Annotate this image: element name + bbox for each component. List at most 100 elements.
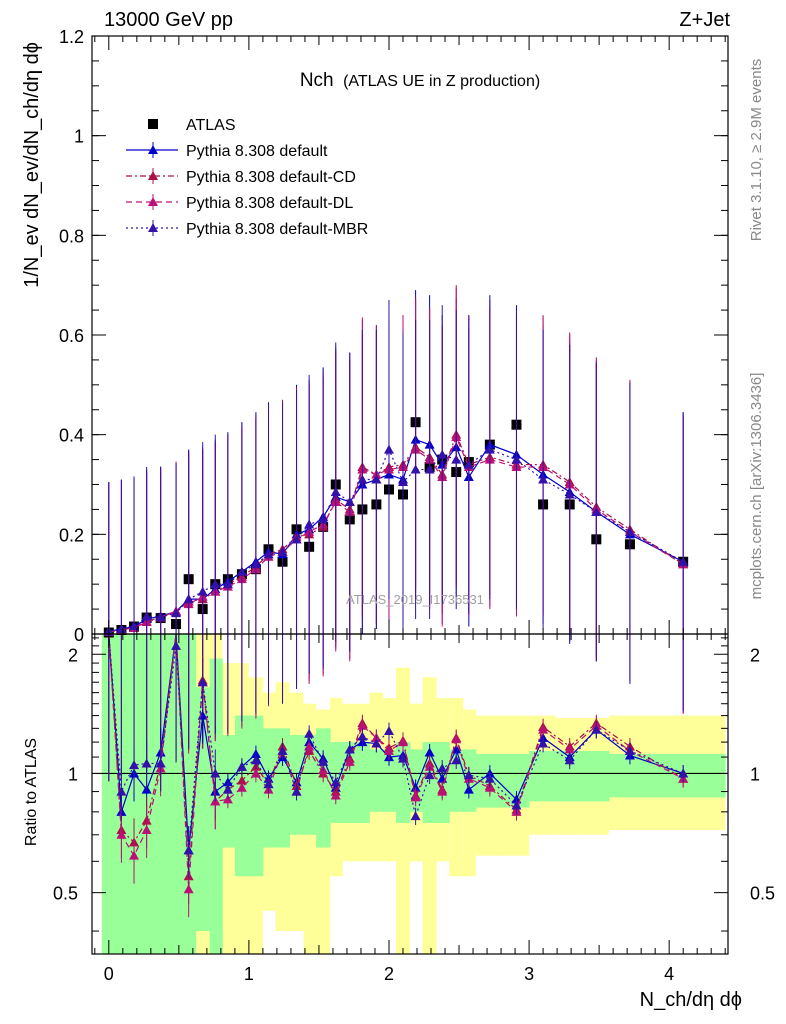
legend-label-4: Pythia 8.308 default-MBR xyxy=(186,221,368,238)
header-right: Z+Jet xyxy=(679,9,730,31)
band-inner-15 xyxy=(303,735,317,835)
point-4-25 xyxy=(437,449,448,459)
axes: 0 1 2 3 4 0 0.2 0.4 0.6 0.8 1 1.2 0.5 0.5 1 1 2 2 xyxy=(53,27,775,984)
band-inner-32 xyxy=(582,750,610,802)
band-inner-34 xyxy=(649,753,726,798)
ratio-tick-label-left-2: 2 xyxy=(68,645,78,665)
ratio-point-3-16 xyxy=(318,756,329,766)
band-inner-19 xyxy=(356,742,370,823)
ratio-point-3-24 xyxy=(424,770,435,780)
ratio-point-3-13 xyxy=(277,745,288,755)
ratio-point-2-23 xyxy=(410,792,421,802)
point-4-8 xyxy=(210,579,221,589)
point-4-23 xyxy=(410,464,421,474)
point-4-18 xyxy=(344,496,355,506)
ratio-point-3-17 xyxy=(330,777,341,787)
watermark: ATLAS_2019_I1736531 xyxy=(346,592,484,607)
ratio-point-2-3 xyxy=(141,824,152,834)
ratio-point-2-24 xyxy=(424,761,435,771)
point-4-7 xyxy=(197,586,208,596)
series-line-3 xyxy=(108,435,684,633)
band-inner-21 xyxy=(383,749,397,812)
ratio-point-3-34 xyxy=(678,768,689,778)
ratio-point-3-21 xyxy=(383,726,394,736)
ratio-point-3-23 xyxy=(410,811,421,821)
point-4-13 xyxy=(277,546,288,556)
point-4-30 xyxy=(538,474,549,484)
x-axis-label: N_ch/dη dϕ xyxy=(640,989,742,1011)
rivet-label: Rivet 3.1.10, ≥ 2.9M events xyxy=(748,59,765,242)
point-4-10 xyxy=(236,566,247,576)
ratio-tick-label-left-1: 1 xyxy=(68,764,78,784)
point-4-11 xyxy=(250,559,261,569)
ratio-point-2-18 xyxy=(344,756,355,766)
ratio-point-0-26 xyxy=(451,744,462,754)
legend-marker-0 xyxy=(148,119,158,129)
band-inner-26 xyxy=(449,749,464,812)
y-tick-label-0: 0 xyxy=(74,625,84,645)
ratio-point-3-31 xyxy=(564,755,575,765)
point-4-24 xyxy=(424,464,435,474)
ratio-point-2-22 xyxy=(397,737,408,747)
point-4-20 xyxy=(371,474,382,484)
mcplots-label: mcplots.cern.ch [arXiv:1306.3436] xyxy=(748,373,765,600)
ratio-point-0-24 xyxy=(424,747,435,757)
point-4-4 xyxy=(155,612,166,622)
ratio-tick-label-right-0: 0.5 xyxy=(750,884,775,904)
ratio-point-3-27 xyxy=(463,770,474,780)
ratio-panel-frame xyxy=(91,633,729,955)
ratio-point-2-19 xyxy=(357,720,368,730)
series-4 xyxy=(103,300,689,782)
ratio-point-2-17 xyxy=(330,790,341,800)
point-4-27 xyxy=(463,459,474,469)
ratio-tick-label-right-2: 2 xyxy=(750,645,760,665)
x-tick-label-2: 2 xyxy=(384,964,394,984)
ratio-point-2-6 xyxy=(183,884,194,894)
ratio-point-3-12 xyxy=(263,779,274,789)
band-inner-16 xyxy=(316,728,331,848)
series-line-2 xyxy=(108,433,684,633)
point-4-26 xyxy=(451,454,462,464)
point-4-32 xyxy=(591,506,602,516)
legend-entry-0: ATLAS xyxy=(148,117,236,134)
point-4-9 xyxy=(222,579,233,589)
legend-entry-2: Pythia 8.308 default-CD xyxy=(126,168,356,186)
ratio-point-3-5 xyxy=(171,640,182,650)
ratio-point-3-20 xyxy=(371,738,382,748)
ratio-point-2-30 xyxy=(538,724,549,734)
band-inner-8 xyxy=(209,658,223,954)
legend-marker-2 xyxy=(148,171,158,180)
point-4-1 xyxy=(116,624,127,634)
ratio-point-3-8 xyxy=(210,768,221,778)
ratio-point-3-28 xyxy=(484,773,495,783)
y-tick-label-2: 0.4 xyxy=(59,426,84,446)
ratio-point-3-7 xyxy=(197,677,208,687)
ratio-point-3-18 xyxy=(344,744,355,754)
ratio-point-3-14 xyxy=(291,786,302,796)
ratio-panel-series xyxy=(108,633,689,918)
band-inner-6 xyxy=(183,634,197,954)
legend-label-2: Pythia 8.308 default-CD xyxy=(186,169,356,186)
legend-entry-3: Pythia 8.308 default-DL xyxy=(126,194,353,212)
y-tick-label-1: 0.2 xyxy=(59,525,84,545)
ratio-point-2-26 xyxy=(451,734,462,744)
point-4-14 xyxy=(291,534,302,544)
y-axis-label: 1/N_ev dN_ev/dN_ch/dη dϕ xyxy=(21,42,43,288)
ratio-y-axis-label: Ratio to ATLAS xyxy=(23,738,40,846)
point-4-17 xyxy=(330,486,341,496)
band-inner-20 xyxy=(369,749,384,812)
ratio-point-2-2 xyxy=(129,850,140,860)
band-inner-11 xyxy=(248,715,264,877)
ratio-point-2-10 xyxy=(236,782,247,792)
ratio-point-3-25 xyxy=(437,763,448,773)
ratio-tick-label-right-1: 1 xyxy=(750,764,760,784)
ratio-point-3-26 xyxy=(451,755,462,765)
legend-entry-4: Pythia 8.308 default-MBR xyxy=(126,220,368,238)
ratio-point-3-6 xyxy=(183,845,194,855)
point-4-6 xyxy=(183,594,194,604)
ratio-point-2-21 xyxy=(383,745,394,755)
point-4-2 xyxy=(129,621,140,631)
ratio-point-3-11 xyxy=(250,755,261,765)
ratio-point-3-22 xyxy=(397,753,408,763)
header-left: 13000 GeV pp xyxy=(104,9,233,31)
